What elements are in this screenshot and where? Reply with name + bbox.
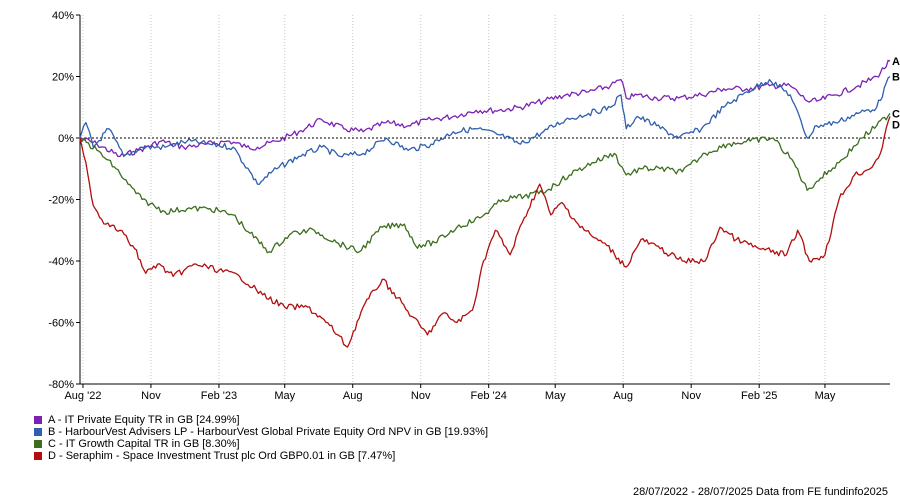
x-tick-label: Nov <box>681 390 701 402</box>
legend-label-c: C - IT Growth Capital TR in GB [8.30%] <box>48 438 240 450</box>
chart-axes: Aug '22 Nov Feb '23 May Aug Nov Feb '24 May Aug N… <box>48 10 890 402</box>
legend-item-d: D - Seraphim - Space Investment Trust pl… <box>34 450 488 462</box>
chart-footer: 28/07/2022 - 28/07/2025 Data from FE fun… <box>632 486 888 498</box>
end-label-a: A <box>892 56 900 68</box>
y-tick-label: -40% <box>48 256 74 268</box>
y-tick-label: 40% <box>52 10 74 22</box>
x-tick-label: May <box>274 390 295 402</box>
legend-item-a: A - IT Private Equity TR in GB [24.99%] <box>34 414 488 426</box>
series-line-b <box>79 75 891 186</box>
end-label-b: B <box>892 72 900 84</box>
x-tick-label: May <box>545 390 566 402</box>
y-tick-label: -60% <box>48 318 74 330</box>
y-tick-label: -80% <box>48 379 74 391</box>
x-tick-label: Nov <box>141 390 161 402</box>
y-tick-label: 20% <box>52 72 74 84</box>
x-tick-label: Aug '22 <box>64 390 101 402</box>
legend-swatch-b <box>34 428 42 436</box>
x-tick-label: Feb '23 <box>201 390 237 402</box>
line-chart: Aug '22 Nov Feb '23 May Aug Nov Feb '24 May Aug N… <box>48 10 900 402</box>
legend-label-d: D - Seraphim - Space Investment Trust pl… <box>48 450 396 462</box>
series-line-a <box>79 59 891 158</box>
legend-swatch-a <box>34 416 42 424</box>
legend-item-b: B - HarbourVest Advisers LP - HarbourVes… <box>34 426 488 438</box>
x-tick-label: Feb '25 <box>741 390 777 402</box>
series-line-d <box>79 116 891 348</box>
chart-end-labels: AB CD <box>892 56 900 131</box>
chart-series <box>79 59 891 348</box>
x-tick-label: Feb '24 <box>471 390 507 402</box>
legend-item-c: C - IT Growth Capital TR in GB [8.30%] <box>34 438 488 450</box>
legend-label-b: B - HarbourVest Advisers LP - HarbourVes… <box>48 426 488 438</box>
legend-swatch-d <box>34 452 42 460</box>
legend-label-a: A - IT Private Equity TR in GB [24.99%] <box>48 414 240 426</box>
x-tick-label: Nov <box>411 390 431 402</box>
end-label-d: D <box>892 119 900 131</box>
x-tick-label: Aug <box>343 390 363 402</box>
legend-swatch-c <box>34 440 42 448</box>
end-label-c: C <box>892 108 900 120</box>
y-tick-label: -20% <box>48 195 74 207</box>
chart-grid <box>82 15 826 384</box>
x-tick-label: Aug <box>613 390 633 402</box>
x-tick-label: May <box>815 390 836 402</box>
series-line-c <box>79 113 891 254</box>
chart-legend: A - IT Private Equity TR in GB [24.99%] … <box>34 414 488 462</box>
y-tick-label: 0% <box>58 133 74 145</box>
